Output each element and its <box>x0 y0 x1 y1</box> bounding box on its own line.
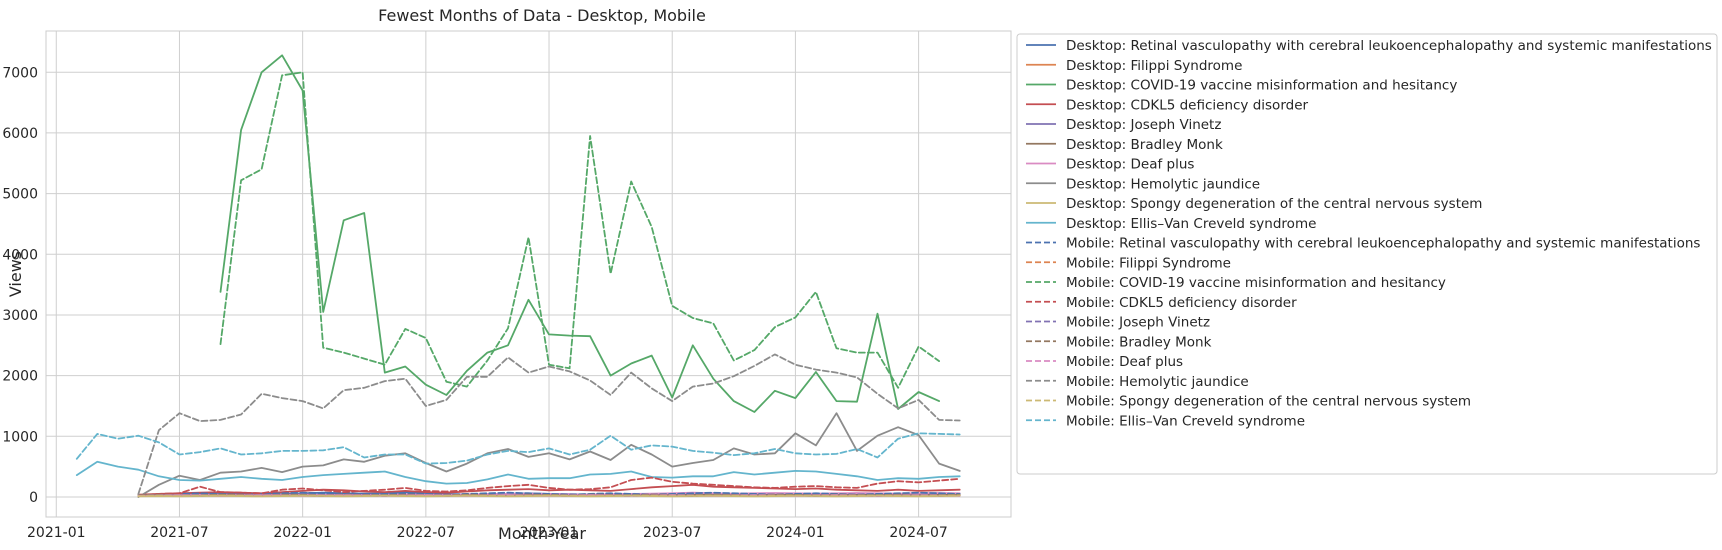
legend-entry: Mobile: Retinal vasculopathy with cerebr… <box>1066 236 1700 252</box>
y-tick-label: 0 <box>29 490 38 506</box>
y-tick-label: 2000 <box>2 369 38 385</box>
grid-lines <box>46 31 1011 517</box>
legend-entry: Desktop: Deaf plus <box>1066 157 1194 173</box>
series-line-mobile-hemolytic-jaundice <box>137 353 961 495</box>
legend-entry: Desktop: CDKL5 deficiency disorder <box>1066 97 1309 113</box>
legend-entry: Desktop: Ellis–Van Creveld syndrome <box>1066 216 1316 232</box>
y-axis-label: Views <box>6 251 25 297</box>
legend-entry: Mobile: COVID-19 vaccine misinformation … <box>1066 275 1446 291</box>
legend-entry: Mobile: Deaf plus <box>1066 354 1183 370</box>
series-line-desktop-hemolytic-jaundice <box>137 412 961 498</box>
series-line-mobile-spongy-degeneration-of-the-central-nervous-system <box>137 494 961 498</box>
legend: Desktop: Retinal vasculopathy with cereb… <box>1016 33 1718 475</box>
legend-entry: Mobile: CDKL5 deficiency disorder <box>1066 295 1297 311</box>
legend-entry: Mobile: Ellis–Van Creveld syndrome <box>1066 413 1305 429</box>
plot-frame <box>45 30 1012 518</box>
legend-entry: Desktop: Joseph Vinetz <box>1066 117 1221 133</box>
chart-title: Fewest Months of Data - Desktop, Mobile <box>378 6 706 25</box>
x-tick-label: 2024-01 <box>766 525 825 541</box>
series-line-desktop-covid-19-vaccine-misinformation-and-hesitancy <box>219 54 940 413</box>
legend-entry: Mobile: Spongy degeneration of the centr… <box>1066 394 1471 410</box>
y-tick-label: 3000 <box>2 308 38 324</box>
legend-entry: Desktop: Filippi Syndrome <box>1066 58 1242 74</box>
x-tick-label: 2021-01 <box>27 525 86 541</box>
x-tick-label: 2022-07 <box>397 525 456 541</box>
x-tick-label: 2023-01 <box>520 525 579 541</box>
series-lines <box>75 54 961 498</box>
y-tick-label: 6000 <box>2 126 38 142</box>
x-axis-label: Month-Year <box>498 524 586 543</box>
x-tick-labels: 2021-01 2021-07 2022-01 2022-07 2023-01 2023-… <box>27 525 948 541</box>
legend-entry: Mobile: Filippi Syndrome <box>1066 255 1231 271</box>
legend-entry: Mobile: Bradley Monk <box>1066 334 1212 350</box>
series-line-desktop-cdkl5-deficiency-disorder <box>137 483 961 496</box>
legend-entry: Mobile: Hemolytic jaundice <box>1066 374 1249 390</box>
series-line-mobile-cdkl5-deficiency-disorder <box>137 476 961 497</box>
legend-entry: Desktop: Hemolytic jaundice <box>1066 176 1260 192</box>
y-tick-label: 7000 <box>2 65 38 81</box>
legend-entry: Desktop: COVID-19 vaccine misinformation… <box>1066 78 1457 94</box>
y-tick-labels: 0 1000 2000 3000 4000 5000 6000 7000 <box>2 65 38 506</box>
x-tick-label: 2023-07 <box>643 525 702 541</box>
x-tick-label: 2021-07 <box>150 525 209 541</box>
x-tick-label: 2024-07 <box>889 525 948 541</box>
series-line-mobile-retinal-vasculopathy-with-cerebral-leukoencephalopath <box>137 491 961 497</box>
legend-entry: Desktop: Bradley Monk <box>1066 137 1223 153</box>
legend-entry: Desktop: Retinal vasculopathy with cereb… <box>1066 38 1712 54</box>
series-line-mobile-ellis-van-creveld-syndrome <box>75 432 961 465</box>
x-tick-label: 2022-01 <box>273 525 332 541</box>
legend-entry: Mobile: Joseph Vinetz <box>1066 315 1210 331</box>
y-tick-label: 1000 <box>2 429 38 445</box>
legend-frame <box>1016 33 1718 475</box>
series-line-mobile-covid-19-vaccine-misinformation-and-hesitancy <box>219 71 940 389</box>
y-tick-label: 4000 <box>2 247 38 263</box>
y-tick-label: 5000 <box>2 187 38 203</box>
series-line-desktop-ellis-van-creveld-syndrome <box>75 460 961 485</box>
legend-entry: Desktop: Spongy degeneration of the cent… <box>1066 196 1482 212</box>
